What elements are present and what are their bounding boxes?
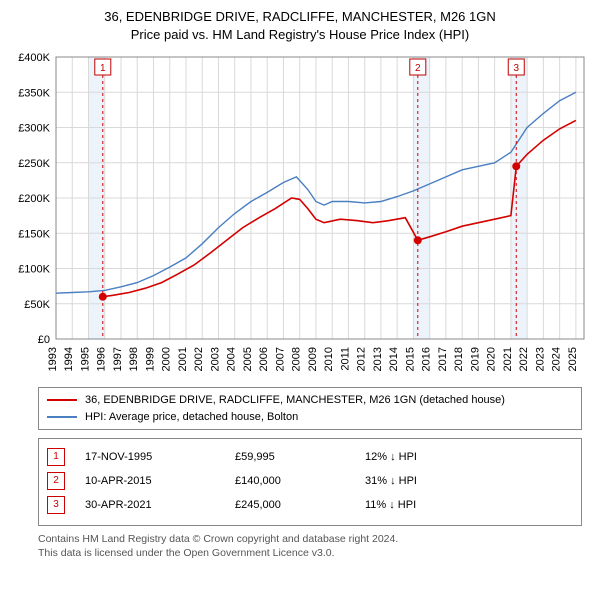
svg-text:2024: 2024	[551, 347, 563, 371]
sale-marker-badge: 3	[47, 496, 65, 514]
chart: £0 £50K £100K £150K £200K £250K £300K £350K £400…	[10, 49, 590, 379]
svg-text:2023: 2023	[534, 347, 546, 371]
svg-text:2003: 2003	[209, 347, 221, 371]
svg-text:2002: 2002	[193, 347, 205, 371]
sale-marker-badge: 2	[47, 472, 65, 490]
svg-text:2009: 2009	[307, 347, 319, 371]
sale-delta: 11% ↓ HPI	[365, 499, 573, 511]
legend: 36, EDENBRIDGE DRIVE, RADCLIFFE, MANCHES…	[38, 387, 582, 430]
svg-text:1993: 1993	[47, 347, 59, 371]
svg-text:1998: 1998	[128, 347, 140, 371]
svg-text:£300K: £300K	[18, 123, 50, 135]
legend-swatch	[47, 416, 77, 418]
sale-delta: 31% ↓ HPI	[365, 475, 573, 487]
svg-text:2001: 2001	[177, 347, 189, 371]
title-line-2: Price paid vs. HM Land Registry's House …	[10, 26, 590, 44]
svg-text:2006: 2006	[258, 347, 270, 371]
svg-text:2017: 2017	[437, 347, 449, 371]
svg-text:£50K: £50K	[24, 299, 50, 311]
table-row: 2 10-APR-2015 £140,000 31% ↓ HPI	[47, 469, 573, 493]
footer-line: This data is licensed under the Open Gov…	[38, 546, 582, 560]
svg-text:2008: 2008	[291, 347, 303, 371]
title-block: 36, EDENBRIDGE DRIVE, RADCLIFFE, MANCHES…	[10, 8, 590, 43]
svg-text:2014: 2014	[388, 347, 400, 371]
sale-date: 30-APR-2021	[85, 499, 225, 511]
sale-date: 10-APR-2015	[85, 475, 225, 487]
svg-text:2007: 2007	[274, 347, 286, 371]
sale-price: £245,000	[235, 499, 355, 511]
svg-text:£350K: £350K	[18, 87, 50, 99]
svg-text:1995: 1995	[79, 347, 91, 371]
sale-price: £59,995	[235, 451, 355, 463]
table-row: 1 17-NOV-1995 £59,995 12% ↓ HPI	[47, 445, 573, 469]
svg-text:3: 3	[513, 63, 519, 74]
svg-text:2005: 2005	[242, 347, 254, 371]
table-row: 3 30-APR-2021 £245,000 11% ↓ HPI	[47, 493, 573, 517]
sale-price: £140,000	[235, 475, 355, 487]
svg-text:1: 1	[100, 63, 106, 74]
legend-label: HPI: Average price, detached house, Bolt…	[85, 409, 298, 426]
legend-swatch	[47, 399, 77, 401]
svg-text:£200K: £200K	[18, 193, 50, 205]
page-root: 36, EDENBRIDGE DRIVE, RADCLIFFE, MANCHES…	[0, 0, 600, 566]
sale-marker-badge: 1	[47, 448, 65, 466]
svg-text:£100K: £100K	[18, 264, 50, 276]
svg-text:2018: 2018	[453, 347, 465, 371]
svg-text:2016: 2016	[421, 347, 433, 371]
svg-text:1996: 1996	[96, 347, 108, 371]
svg-text:1994: 1994	[63, 347, 75, 371]
svg-text:2000: 2000	[161, 347, 173, 371]
svg-text:2013: 2013	[372, 347, 384, 371]
svg-text:2012: 2012	[356, 347, 368, 371]
svg-text:2: 2	[415, 63, 421, 74]
svg-text:2021: 2021	[502, 347, 514, 371]
svg-text:£150K: £150K	[18, 228, 50, 240]
sale-delta: 12% ↓ HPI	[365, 451, 573, 463]
svg-text:2004: 2004	[226, 347, 238, 371]
legend-label: 36, EDENBRIDGE DRIVE, RADCLIFFE, MANCHES…	[85, 392, 505, 409]
footer-line: Contains HM Land Registry data © Crown c…	[38, 532, 582, 546]
svg-text:2010: 2010	[323, 347, 335, 371]
svg-text:2019: 2019	[469, 347, 481, 371]
svg-text:2025: 2025	[567, 347, 579, 371]
svg-text:2022: 2022	[518, 347, 530, 371]
svg-text:2011: 2011	[339, 347, 351, 371]
svg-text:2020: 2020	[486, 347, 498, 371]
svg-text:£400K: £400K	[18, 52, 50, 64]
footer: Contains HM Land Registry data © Crown c…	[38, 532, 582, 560]
chart-svg: £0 £50K £100K £150K £200K £250K £300K £350K £400…	[10, 49, 590, 379]
title-line-1: 36, EDENBRIDGE DRIVE, RADCLIFFE, MANCHES…	[10, 8, 590, 26]
svg-text:£250K: £250K	[18, 158, 50, 170]
sale-date: 17-NOV-1995	[85, 451, 225, 463]
sales-table: 1 17-NOV-1995 £59,995 12% ↓ HPI 2 10-APR…	[38, 438, 582, 526]
svg-text:1999: 1999	[144, 347, 156, 371]
svg-text:£0: £0	[38, 334, 50, 346]
svg-text:1997: 1997	[112, 347, 124, 371]
legend-row: HPI: Average price, detached house, Bolt…	[47, 409, 573, 426]
svg-text:2015: 2015	[404, 347, 416, 371]
legend-row: 36, EDENBRIDGE DRIVE, RADCLIFFE, MANCHES…	[47, 392, 573, 409]
